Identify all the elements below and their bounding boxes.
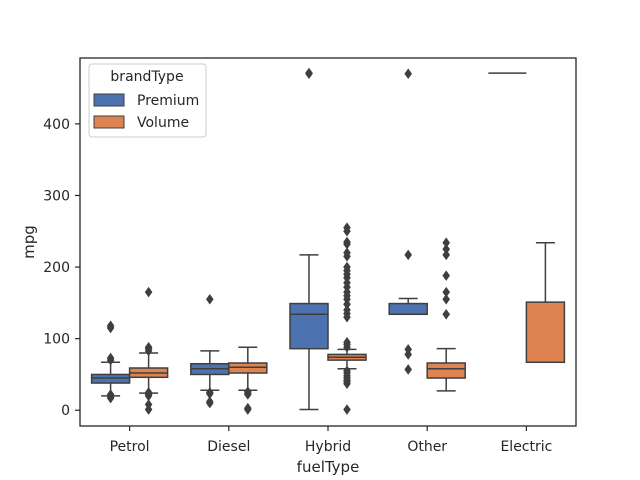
- box-iqr: [388, 302, 428, 316]
- outlier-point: [343, 304, 351, 316]
- outlier-point: [144, 399, 153, 410]
- y-tick-label: 400: [43, 117, 70, 133]
- outlier-point: [343, 404, 351, 415]
- y-axis-ticks: 0 100 200 300 400: [43, 117, 80, 419]
- outlier-point: [244, 386, 252, 397]
- outlier-point: [343, 222, 351, 233]
- box-volume-other: [426, 237, 466, 392]
- box-iqr: [289, 302, 329, 350]
- outlier-point: [442, 249, 450, 261]
- outlier-point: [442, 293, 450, 305]
- legend-title: brandType: [110, 69, 183, 85]
- outlier-point: [442, 286, 450, 298]
- outlier-point: [206, 293, 214, 305]
- outlier-point: [404, 344, 412, 355]
- outlier-point: [404, 249, 412, 261]
- outlier-point: [144, 286, 153, 298]
- box-volume-electric: [525, 241, 566, 364]
- box-volume-hybrid: [327, 222, 367, 415]
- outlier-point: [244, 402, 252, 414]
- outlier-point: [404, 364, 412, 375]
- box-iqr: [426, 362, 466, 379]
- outlier-point: [106, 389, 115, 400]
- outlier-point: [106, 320, 115, 332]
- outlier-point: [442, 309, 450, 320]
- y-axis-label: mpg: [20, 225, 38, 259]
- outlier-point: [404, 68, 412, 80]
- x-tick-label: Hybrid: [305, 439, 351, 455]
- x-axis-ticks: Petrol Diesel Hybrid Other Electric: [110, 426, 552, 455]
- outlier-point: [206, 387, 214, 398]
- outlier-point: [442, 270, 450, 281]
- outlier-point: [106, 352, 115, 364]
- box-volume-petrol: [128, 286, 169, 415]
- y-tick-label: 0: [61, 403, 70, 419]
- legend-label-premium: Premium: [137, 93, 199, 109]
- x-axis-label: fuelType: [297, 458, 360, 476]
- outlier-point: [144, 341, 153, 353]
- box-premium-petrol: [90, 320, 131, 404]
- outlier-point: [206, 396, 214, 407]
- y-tick-label: 100: [43, 332, 70, 348]
- x-tick-label: Diesel: [207, 439, 250, 455]
- outlier-point: [343, 261, 351, 273]
- box-iqr: [525, 301, 566, 364]
- legend-label-volume: Volume: [137, 115, 189, 131]
- outlier-point: [305, 67, 313, 79]
- legend-swatch-premium: [93, 93, 125, 107]
- box-premium-diesel: [190, 293, 230, 409]
- outlier-point: [343, 236, 351, 248]
- legend: brandType Premium Volume: [88, 63, 207, 138]
- outlier-point: [343, 336, 351, 348]
- outlier-point: [343, 247, 351, 259]
- box-premium-other: [388, 68, 428, 375]
- y-tick-label: 200: [43, 260, 70, 276]
- legend-swatch-volume: [93, 115, 125, 129]
- x-tick-label: Electric: [500, 439, 552, 455]
- box-premium-hybrid: [289, 67, 329, 411]
- box-volume-diesel: [228, 346, 268, 415]
- outlier-point: [144, 387, 153, 398]
- x-tick-label: Other: [407, 439, 447, 455]
- outlier-point: [343, 365, 351, 377]
- outlier-point: [442, 237, 450, 249]
- x-tick-label: Petrol: [110, 439, 150, 455]
- y-tick-label: 300: [43, 188, 70, 204]
- plot-content: [90, 67, 566, 415]
- outlier-point: [442, 243, 450, 255]
